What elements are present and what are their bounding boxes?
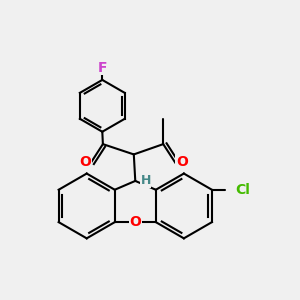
Text: O: O xyxy=(79,155,91,169)
Text: Cl: Cl xyxy=(236,183,250,197)
Text: H: H xyxy=(141,174,151,188)
Text: F: F xyxy=(98,61,107,75)
Text: O: O xyxy=(176,155,188,169)
Text: O: O xyxy=(129,215,141,229)
